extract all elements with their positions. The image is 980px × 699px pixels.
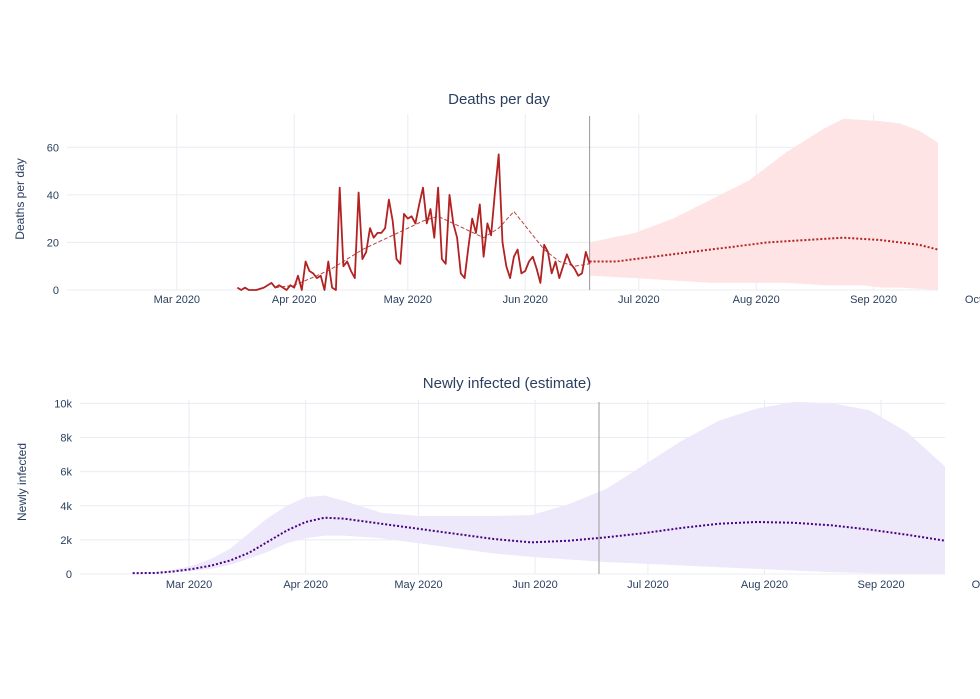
y-tick-label: 20 [47,237,59,249]
x-tick-label: Aug 2020 [741,579,788,591]
y-tick-label: 4k [60,501,72,513]
deaths-forecast-band [589,118,938,290]
y-tick-label: 2k [60,535,72,547]
infected-x-ticks: Mar 2020 Apr 2020 May 2020 Jun 2020 Jul 2020… [166,579,980,591]
infected-y-axis-label: Newly infected [15,443,29,521]
infected-chart-title: Newly infected (estimate) [423,375,591,392]
forecast-median-line [589,236,939,263]
y-tick-label: 0 [66,569,72,581]
deaths-y-ticks: 0 20 40 60 [47,142,59,297]
x-tick-label: May 2020 [394,579,442,591]
forecast-uncertainty-band [589,118,938,290]
y-tick-label: 10k [54,398,72,410]
infected-uncertainty-band [132,401,945,574]
x-tick-label: Apr 2020 [283,579,328,591]
x-tick-label: Oct 2020 [972,579,980,591]
infected-y-ticks: 0 2k 4k 6k 8k 10k [54,398,72,581]
infected-median-line [132,516,946,575]
x-tick-label: Jul 2020 [627,579,669,591]
x-tick-label: Jun 2020 [512,579,557,591]
infected-estimate-band [132,401,945,574]
deaths-chart: Deaths per day Deaths per day 0 20 40 60 Ma… [13,91,980,306]
x-tick-label: Mar 2020 [166,579,212,591]
y-tick-label: 8k [60,433,72,445]
y-tick-label: 0 [53,285,59,297]
y-tick-label: 60 [47,142,59,154]
x-tick-label: Jun 2020 [503,294,548,306]
x-tick-label: Oct 2020 [965,294,980,306]
infected-chart: Newly infected (estimate) Newly infected… [15,375,980,591]
infected-series [132,402,946,575]
observed-deaths-line [236,153,591,291]
deaths-y-axis-label: Deaths per day [13,158,27,239]
deaths-x-ticks: Mar 2020 Apr 2020 May 2020 Jun 2020 Jul 2020… [154,294,980,306]
x-tick-label: May 2020 [384,294,432,306]
deaths-chart-title: Deaths per day [448,91,550,108]
y-tick-label: 6k [60,467,72,479]
x-tick-label: Sep 2020 [858,579,905,591]
x-tick-label: Mar 2020 [154,294,200,306]
x-tick-label: Apr 2020 [272,294,317,306]
observed-smoothed-line [275,210,590,289]
y-tick-label: 40 [47,190,59,202]
x-tick-label: Jul 2020 [618,294,660,306]
deaths-series [236,116,939,291]
x-tick-label: Aug 2020 [733,294,780,306]
x-tick-label: Sep 2020 [850,294,897,306]
